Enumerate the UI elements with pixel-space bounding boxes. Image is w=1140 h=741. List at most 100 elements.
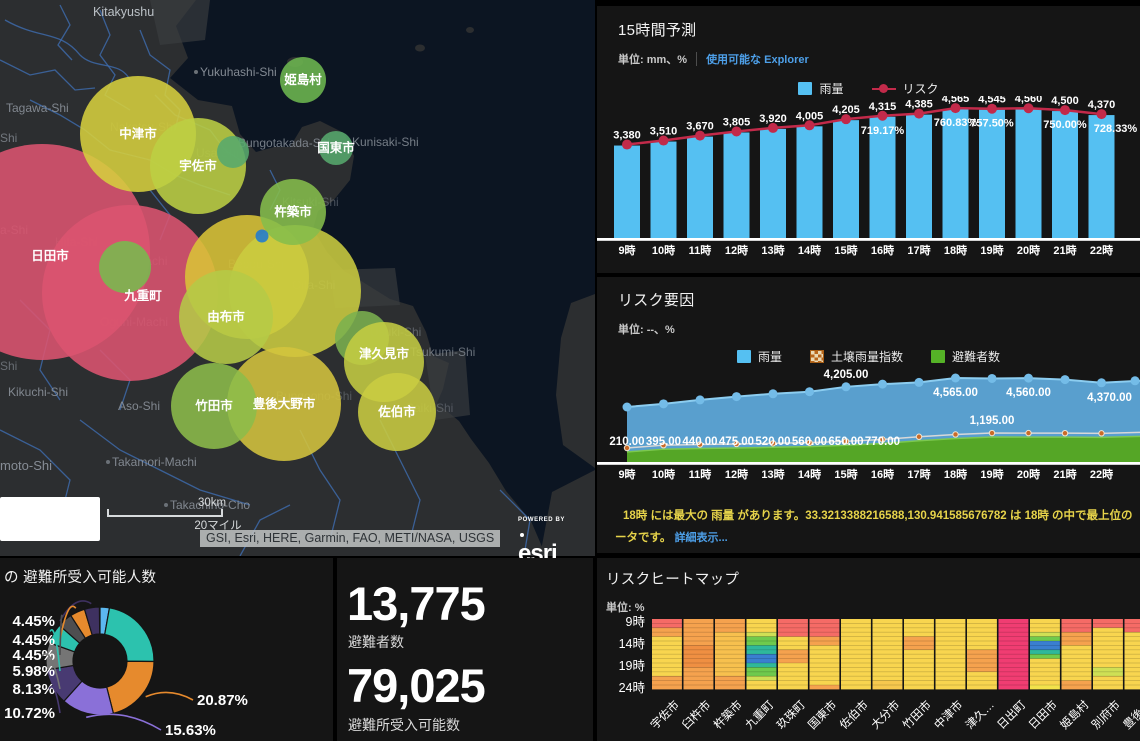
risk-heatmap-chart[interactable]: 宇佐市臼杵市杵築市九重町玖珠町国東市佐伯市大分市竹田市中津市津久…日出町日田市姫…: [597, 558, 1140, 741]
risk-point[interactable]: [950, 103, 961, 114]
heatmap-band[interactable]: [1030, 636, 1060, 641]
bar-22時[interactable]: [1088, 115, 1115, 238]
legend-item-リスク[interactable]: リスク: [871, 80, 939, 97]
map-panel[interactable]: KitakyushuYukuhashi-ShiTagawa-ShiShiNaka…: [0, 0, 595, 566]
heatmap-band[interactable]: [967, 649, 997, 672]
legend-item-雨量[interactable]: 雨量: [736, 348, 782, 365]
map-bubble-竹田市[interactable]: [171, 363, 257, 449]
risk-point[interactable]: [622, 139, 632, 150]
heatmap-band[interactable]: [778, 663, 808, 690]
heatmap-band[interactable]: [1061, 680, 1092, 690]
legend-item-土壌雨量指数[interactable]: 土壌雨量指数: [809, 348, 903, 365]
map-bubble-豊後大野市[interactable]: [227, 347, 341, 461]
heatmap-band[interactable]: [715, 676, 745, 690]
heatmap-band[interactable]: [1061, 645, 1092, 681]
heatmap-band[interactable]: [872, 680, 903, 690]
heatmap-band[interactable]: [1030, 649, 1060, 655]
heatmap-band[interactable]: [809, 685, 840, 690]
heatmap-band[interactable]: [746, 667, 777, 677]
heatmap-band[interactable]: [1061, 632, 1092, 646]
heatmap-band[interactable]: [683, 667, 714, 690]
bar-19時[interactable]: [979, 109, 1005, 238]
heatmap-band[interactable]: [809, 619, 840, 637]
bar-21時[interactable]: [1052, 111, 1078, 238]
map-bubble-佐伯市[interactable]: [358, 373, 436, 451]
heatmap-band[interactable]: [683, 645, 714, 668]
bar-11時[interactable]: [687, 136, 713, 238]
heatmap-band[interactable]: [746, 654, 777, 663]
heatmap-band[interactable]: [1030, 619, 1060, 633]
legend-item-避難者数[interactable]: 避難者数: [931, 348, 1000, 365]
heatmap-band[interactable]: [1093, 627, 1123, 668]
heatmap-band[interactable]: [652, 676, 682, 690]
risk-point[interactable]: [695, 130, 705, 141]
heatmap-band[interactable]: [998, 619, 1029, 690]
risk-point[interactable]: [841, 114, 851, 125]
heatmap-band[interactable]: [1093, 619, 1123, 628]
heatmap-band[interactable]: [904, 636, 934, 650]
heatmap-band[interactable]: [1093, 667, 1123, 677]
evacuee-area[interactable]: [627, 436, 1140, 462]
heatmap-band[interactable]: [746, 676, 777, 681]
risk-point[interactable]: [987, 103, 997, 114]
forecast-bar-chart[interactable]: 3,380 3,510 3,670 3,805 3,920 4,005 4,205 4,315…: [597, 96, 1140, 273]
donut-slice-9[interactable]: [83, 606, 101, 636]
heatmap-band[interactable]: [1093, 676, 1123, 690]
heatmap-band[interactable]: [1030, 641, 1060, 650]
heatmap-band[interactable]: [778, 649, 808, 663]
heatmap-band[interactable]: [935, 619, 966, 690]
heatmap-band[interactable]: [746, 680, 777, 690]
risk-point[interactable]: [1060, 105, 1070, 116]
bar-12時[interactable]: [723, 132, 750, 238]
map-bubble-由布市[interactable]: [179, 270, 273, 364]
heatmap-band[interactable]: [967, 619, 997, 650]
explorer-link[interactable]: 使用可能な Explorer: [706, 54, 809, 66]
donut-slice-2[interactable]: [105, 660, 155, 715]
heatmap-band[interactable]: [872, 619, 903, 681]
bar-18時[interactable]: [942, 109, 969, 238]
legend-item-雨量[interactable]: 雨量: [798, 80, 844, 97]
heatmap-band[interactable]: [1030, 632, 1060, 637]
heatmap-band[interactable]: [652, 636, 682, 677]
heatmap-band[interactable]: [778, 636, 808, 650]
map-bubble-姫島村[interactable]: [280, 57, 326, 103]
risk-area-chart[interactable]: 9時 10時 11時 12時 13時 14時 15時 16時 17時 18時 19時 20時 21時 22…: [597, 362, 1140, 492]
map-bubble-国東市[interactable]: [319, 131, 353, 165]
risk-point[interactable]: [1023, 103, 1034, 114]
map-bubble[interactable]: [255, 229, 269, 243]
heatmap-band[interactable]: [683, 619, 714, 646]
details-link[interactable]: 詳細表示...: [674, 532, 728, 544]
heatmap-band[interactable]: [746, 619, 777, 633]
heatmap-band[interactable]: [904, 619, 934, 637]
risk-point[interactable]: [658, 135, 669, 146]
map-bubble[interactable]: [217, 136, 249, 168]
heatmap-band[interactable]: [746, 632, 777, 637]
map-bubble-九重町[interactable]: [42, 205, 218, 381]
heatmap-band[interactable]: [746, 663, 777, 668]
bar-9時[interactable]: [614, 145, 640, 238]
heatmap-band[interactable]: [967, 671, 997, 690]
risk-point[interactable]: [804, 120, 815, 131]
heatmap-band[interactable]: [778, 619, 808, 637]
heatmap-band[interactable]: [1030, 658, 1060, 685]
heatmap-band[interactable]: [1030, 654, 1060, 659]
heatmap-band[interactable]: [1124, 632, 1140, 690]
risk-point[interactable]: [914, 108, 924, 119]
heatmap-band[interactable]: [746, 636, 777, 646]
bar-16時[interactable]: [869, 116, 896, 238]
bar-13時[interactable]: [760, 128, 786, 238]
risk-point[interactable]: [768, 122, 778, 133]
risk-point[interactable]: [731, 126, 742, 137]
shelter-donut-chart[interactable]: 4.45%4.45%4.45%5.98%8.13%10.72%15.63%20.…: [0, 558, 333, 741]
bar-20時[interactable]: [1015, 109, 1042, 238]
bar-10時[interactable]: [650, 141, 677, 238]
map-bubble-杵築市[interactable]: [260, 179, 326, 245]
heatmap-band[interactable]: [1030, 685, 1060, 690]
donut-slice-1[interactable]: [104, 607, 155, 663]
bar-15時[interactable]: [833, 120, 859, 238]
bar-14時[interactable]: [796, 126, 823, 238]
risk-point[interactable]: [1096, 109, 1107, 120]
risk-point[interactable]: [877, 110, 888, 121]
map-canvas[interactable]: KitakyushuYukuhashi-ShiTagawa-ShiShiNaka…: [0, 0, 595, 557]
bar-17時[interactable]: [906, 114, 932, 238]
